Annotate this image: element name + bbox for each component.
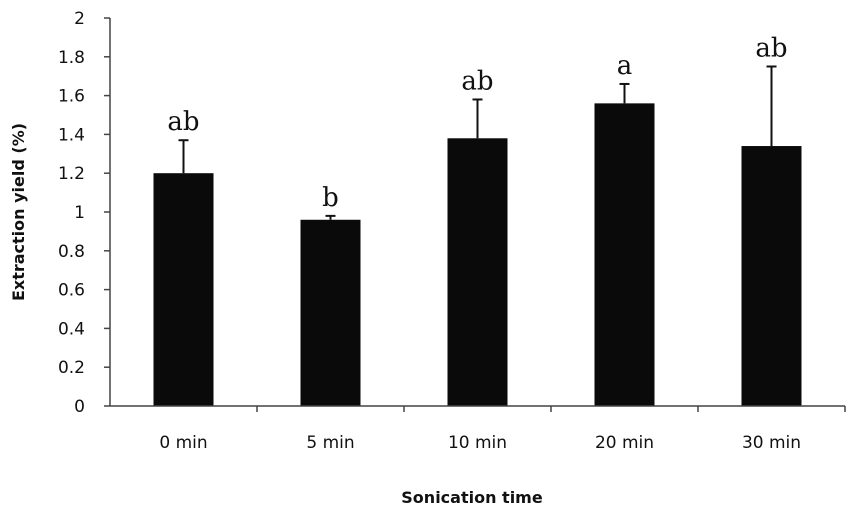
- y-tick-label: 0.4: [58, 319, 85, 339]
- significance-label: ab: [167, 107, 199, 137]
- y-tick-label: 1.8: [58, 48, 85, 68]
- y-axis-title: Extraction yield (%): [9, 123, 28, 301]
- y-tick-label: 2: [74, 9, 85, 29]
- bar: [447, 138, 508, 406]
- x-category-label: 10 min: [448, 433, 507, 453]
- y-tick-label: 1.2: [58, 164, 85, 184]
- bar: [594, 103, 655, 407]
- x-axis-categories: 0 min 5 min 10 min 20 min 30 min: [159, 406, 846, 453]
- y-tick-label: 1: [74, 203, 85, 223]
- significance-labels-group: ab b ab a ab: [167, 34, 787, 213]
- significance-label: ab: [461, 66, 493, 96]
- y-tick-label: 0.8: [58, 242, 85, 262]
- x-category-label: 20 min: [595, 433, 654, 453]
- bar: [153, 173, 214, 406]
- x-category-label: 0 min: [159, 433, 207, 453]
- x-category-label: 5 min: [306, 433, 354, 453]
- bar: [300, 219, 361, 406]
- y-tick-label: 0: [74, 397, 85, 417]
- significance-label: ab: [755, 34, 787, 64]
- x-category-label: 30 min: [742, 433, 801, 453]
- significance-label: b: [322, 183, 339, 213]
- y-tick-label: 0.6: [58, 281, 85, 301]
- bar: [741, 146, 802, 407]
- error-bars-group: [178, 65, 777, 220]
- y-tick-label: 1.4: [58, 125, 85, 145]
- bars-group: [153, 103, 802, 407]
- y-tick-label: 1.6: [58, 87, 85, 107]
- significance-label: a: [617, 51, 633, 81]
- y-tick-label: 0.2: [58, 358, 85, 378]
- y-axis-ticks: 0 0.2 0.4 0.6 0.8 1 1.2 1.4 1.6 1.8 2: [58, 9, 110, 417]
- x-axis-title: Sonication time: [401, 488, 543, 507]
